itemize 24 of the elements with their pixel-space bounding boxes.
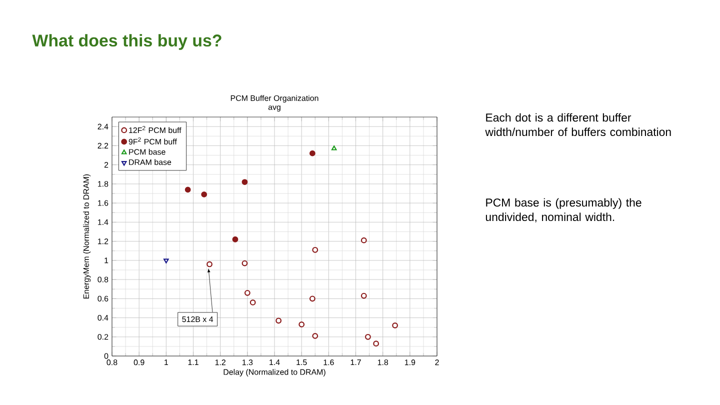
point [312, 332, 318, 339]
point [331, 146, 337, 150]
point [232, 236, 238, 242]
point [242, 260, 248, 266]
point [244, 290, 250, 296]
point [201, 191, 208, 198]
point [184, 186, 191, 193]
point [309, 296, 316, 302]
point [164, 258, 169, 264]
point [360, 237, 367, 244]
point [360, 292, 367, 299]
point [373, 340, 380, 347]
text: What does this buy us? [32, 34, 222, 50]
text: PCM base is (presumably) the undivided, nominal width. [486, 198, 642, 222]
point [276, 318, 282, 324]
point [364, 334, 371, 340]
point [206, 261, 212, 268]
point [392, 322, 398, 328]
point [309, 150, 316, 156]
point [312, 246, 318, 253]
point [250, 300, 256, 306]
point [242, 179, 248, 185]
point [298, 322, 305, 328]
text: Each dot is a different buffer width/number of buffers combination [485, 113, 671, 136]
